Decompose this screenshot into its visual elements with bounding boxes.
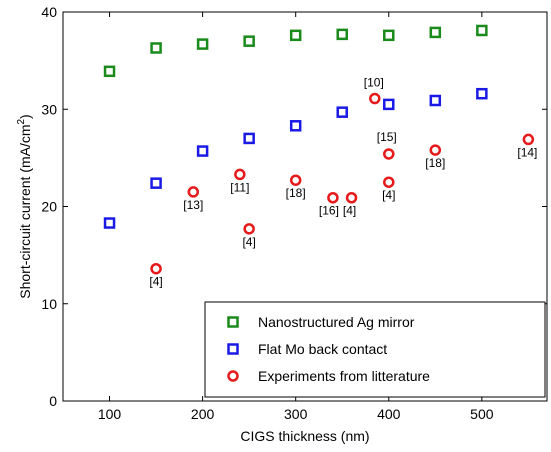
data-point-literature: [187, 186, 200, 198]
reference-label: [18]: [425, 156, 445, 170]
y-tick-label: 10: [41, 296, 57, 312]
data-point-ag-mirror: [150, 42, 162, 54]
reference-label: [16]: [319, 204, 339, 218]
data-point-ag-mirror: [336, 28, 348, 41]
annotations-layer: [4] [13] [11] [4] [18] [16] [4] [10] [15] [4] [18]…: [149, 76, 537, 289]
y-tick-label: 30: [41, 101, 57, 117]
reference-label: [14]: [517, 145, 537, 159]
data-point-literature: [522, 133, 535, 146]
y-axis-label-end: ): [17, 114, 33, 119]
legend-marker-square-green: [227, 316, 239, 328]
ticks-layer: 100 200 300 400 500 0 10 20 30 40: [41, 4, 547, 422]
data-point-ag-mirror: [103, 65, 116, 78]
legend-entry-ag-mirror: Nanostructured Ag mirror: [227, 314, 415, 330]
y-axis-label-sup: 2: [16, 118, 27, 124]
x-tick-label: 500: [470, 406, 494, 422]
data-point-ag-mirror: [243, 35, 255, 47]
reference-label: [11]: [230, 180, 249, 194]
reference-label: [10]: [364, 76, 384, 90]
legend-entry-literature: Experiments from litterature: [227, 368, 430, 384]
data-point-mo-contact: [196, 145, 209, 157]
reference-label: [18]: [286, 186, 306, 200]
y-axis-label-main: Short-circuit current (mA/cm: [17, 124, 33, 298]
x-tick-label: 100: [98, 406, 122, 422]
data-point-literature: [327, 191, 339, 204]
data-point-literature: [150, 262, 162, 275]
legend-box: [204, 301, 546, 398]
data-point-ag-mirror: [476, 24, 488, 37]
data-point-literature: [429, 144, 442, 156]
y-tick-label: 40: [41, 4, 57, 20]
data-point-literature: [369, 92, 381, 105]
data-point-mo-contact: [476, 87, 488, 100]
data-point-mo-contact: [289, 120, 302, 132]
legend-marker-square-blue: [227, 343, 239, 355]
data-point-literature: [345, 191, 358, 204]
reference-label: [4]: [382, 188, 395, 202]
reference-label: [4]: [343, 204, 356, 218]
reference-label: [4]: [149, 275, 162, 289]
reference-label: [15]: [377, 130, 397, 144]
y-tick-label: 0: [49, 393, 57, 409]
data-point-mo-contact: [150, 177, 162, 189]
x-tick-label: 300: [284, 406, 308, 422]
data-point-literature: [383, 148, 395, 160]
x-axis-label: CIGS thickness (nm): [240, 428, 369, 444]
plot-frame: [62, 11, 548, 402]
legend-label-literature: Experiments from litterature: [258, 368, 430, 384]
data-point-literature: [234, 168, 246, 181]
data-point-mo-contact: [429, 94, 442, 107]
legend-entry-mo-contact: Flat Mo back contact: [227, 341, 387, 357]
x-tick-label: 200: [191, 406, 215, 422]
reference-label: [13]: [183, 198, 203, 212]
y-tick-label: 20: [41, 199, 57, 215]
data-point-ag-mirror: [289, 29, 302, 42]
data-point-literature: [243, 223, 255, 235]
data-point-literature: [383, 176, 395, 188]
points-layer: [103, 24, 535, 275]
data-point-mo-contact: [103, 217, 116, 229]
legend-label-mo-contact: Flat Mo back contact: [258, 341, 387, 357]
y-axis-label: Short-circuit current (mA/cm2): [16, 114, 33, 298]
data-point-mo-contact: [383, 98, 395, 111]
data-point-mo-contact: [243, 132, 255, 145]
data-point-literature: [289, 174, 302, 186]
data-point-mo-contact: [336, 106, 348, 118]
legend: Nanostructured Ag mirror Flat Mo back co…: [204, 301, 546, 398]
legend-label-ag-mirror: Nanostructured Ag mirror: [258, 314, 415, 330]
data-point-ag-mirror: [383, 29, 395, 42]
data-point-ag-mirror: [196, 38, 209, 50]
x-tick-label: 400: [377, 406, 401, 422]
data-point-ag-mirror: [429, 26, 442, 39]
reference-label: [4]: [242, 235, 255, 249]
legend-marker-circle-red: [227, 370, 239, 382]
